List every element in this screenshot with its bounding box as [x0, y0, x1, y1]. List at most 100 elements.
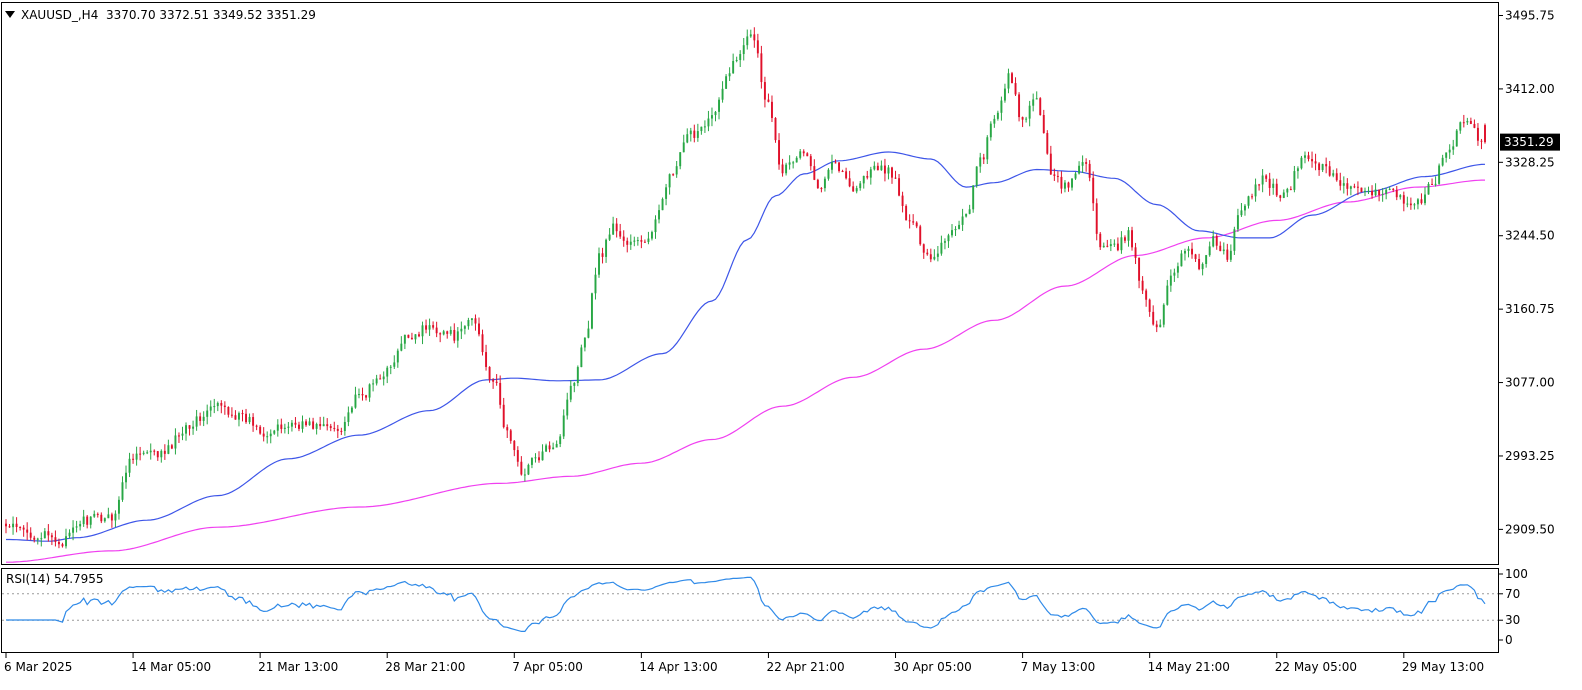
- candle: [509, 428, 512, 444]
- rsi-tick-label: 0: [1505, 633, 1513, 647]
- price-tick-label: 3160.75: [1505, 302, 1555, 316]
- candle-body: [1014, 83, 1017, 95]
- candle: [470, 318, 473, 326]
- candle: [566, 392, 569, 420]
- candle-body: [876, 165, 879, 171]
- candle-body: [474, 318, 477, 324]
- candle-body: [1244, 205, 1246, 211]
- candle: [647, 231, 650, 245]
- candle-body: [396, 350, 399, 363]
- candle: [1145, 288, 1148, 307]
- candle-body: [1138, 257, 1141, 281]
- candle: [1049, 145, 1052, 175]
- candle-body: [792, 162, 795, 164]
- candle-body: [919, 226, 922, 245]
- candle-body: [1000, 100, 1003, 113]
- candle-body: [968, 209, 971, 214]
- candle: [1236, 208, 1239, 232]
- candle-body: [1431, 183, 1434, 185]
- candle: [1353, 183, 1356, 189]
- candle: [587, 320, 590, 339]
- candle: [1318, 162, 1321, 176]
- candle-body: [1053, 174, 1056, 176]
- candle-body: [915, 222, 918, 227]
- rsi-pane[interactable]: 100 70 30 0 RSI(14) 54.7955: [1, 567, 1528, 653]
- candle: [177, 432, 180, 443]
- candle-body: [1364, 190, 1366, 193]
- candle: [1314, 153, 1317, 171]
- triangle-down-icon[interactable]: [5, 11, 15, 18]
- candle-body: [1402, 195, 1405, 204]
- candle: [26, 522, 29, 541]
- candle: [936, 245, 939, 262]
- candle: [693, 124, 696, 143]
- candle-body: [1021, 117, 1024, 120]
- candle-body: [1007, 73, 1010, 89]
- candle: [1028, 100, 1031, 127]
- time-axis: 6 Mar 2025 14 Mar 05:00 21 Mar 13:00 28 Mar…: [4, 653, 1484, 674]
- candle: [703, 120, 706, 133]
- candle: [590, 292, 593, 330]
- candle: [583, 337, 586, 352]
- candle: [1219, 241, 1222, 252]
- candle: [421, 321, 424, 345]
- candle-body: [679, 152, 682, 167]
- candle: [1378, 189, 1381, 202]
- candle: [725, 74, 728, 89]
- candle-body: [237, 413, 240, 420]
- candle: [848, 170, 851, 188]
- price-pane[interactable]: 3495.75 3412.00 3328.25 3244.50 3160.75 3077.…: [1, 2, 1561, 565]
- candle: [1056, 171, 1059, 183]
- time-tick-label: 22 Apr 21:00: [766, 660, 844, 674]
- candle-body: [502, 404, 505, 428]
- candle-body: [403, 334, 406, 344]
- candle-body: [1325, 164, 1328, 167]
- candle: [929, 248, 932, 263]
- candle: [838, 162, 841, 173]
- candle: [456, 327, 459, 348]
- candle-body: [354, 394, 357, 408]
- candle-body: [1353, 186, 1356, 188]
- candle: [227, 406, 230, 418]
- candle-body: [619, 231, 622, 237]
- candle-body: [1035, 98, 1038, 100]
- candle: [460, 321, 463, 340]
- candle: [679, 152, 682, 170]
- candle: [1473, 119, 1476, 129]
- candle: [1102, 242, 1105, 248]
- candle-body: [1251, 196, 1254, 198]
- candle-body: [781, 164, 784, 174]
- candle: [1120, 231, 1123, 254]
- candle-body: [446, 331, 449, 334]
- candle-body: [555, 443, 558, 448]
- candle-body: [1356, 186, 1359, 188]
- candle-body: [883, 165, 886, 174]
- candle: [816, 178, 819, 189]
- candle-body: [1406, 203, 1409, 205]
- symbol-header: XAUUSD_,H4 3370.70 3372.51 3349.52 3351.…: [5, 8, 316, 22]
- candle: [1194, 253, 1197, 262]
- candle: [428, 318, 431, 336]
- candle-body: [573, 382, 576, 386]
- candle-body: [340, 430, 343, 432]
- candle-body: [1420, 199, 1423, 204]
- candle-body: [961, 216, 964, 225]
- candle: [1349, 185, 1352, 196]
- candle: [675, 160, 678, 178]
- candle-body: [1060, 176, 1063, 189]
- candle-body: [756, 40, 759, 54]
- candle-body: [255, 425, 258, 427]
- candle-body: [153, 450, 156, 452]
- candle-body: [912, 221, 915, 223]
- candle-body: [333, 427, 336, 429]
- candle: [1092, 171, 1095, 211]
- candle: [827, 168, 830, 181]
- candle-body: [1349, 186, 1352, 189]
- candle-body: [714, 111, 717, 116]
- candle: [541, 444, 544, 461]
- candle-body: [192, 426, 195, 429]
- price-tick-label: 2909.50: [1505, 522, 1555, 536]
- candle: [1042, 109, 1045, 134]
